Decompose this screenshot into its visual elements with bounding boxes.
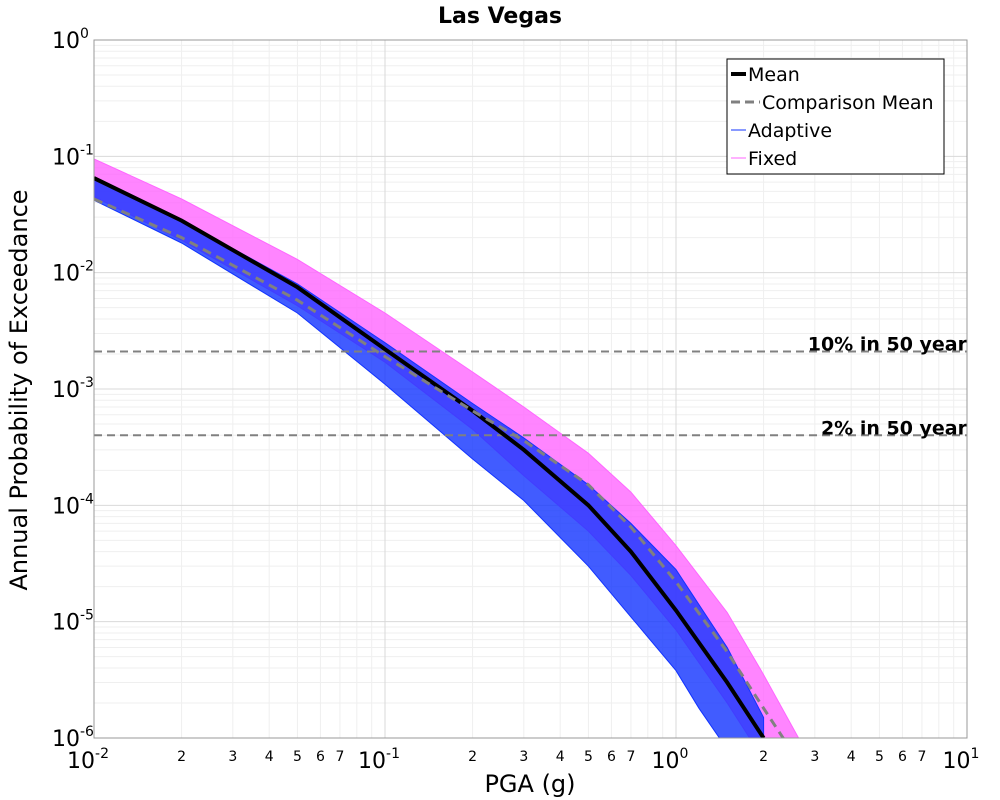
x-minor-tick-label: 7 — [335, 749, 344, 765]
reference-line-label-1: 2% in 50 year — [821, 417, 968, 439]
y-tick-label: 10-4 — [52, 491, 94, 519]
x-minor-tick-label: 7 — [626, 749, 635, 765]
plot-frame — [93, 39, 968, 739]
x-tick-label: 10-2 — [67, 746, 109, 774]
x-minor-tick-label: 6 — [316, 749, 325, 765]
legend-label-mean: Mean — [748, 64, 800, 86]
x-minor-tick-label: 7 — [917, 749, 926, 765]
x-minor-tick-label: 2 — [759, 749, 768, 765]
x-minor-tick-label: 3 — [519, 749, 528, 765]
x-tick-label: 100 — [652, 746, 689, 774]
band-adaptive — [94, 177, 765, 738]
y-tick-label: 100 — [52, 26, 89, 54]
y-tick-label: 10-6 — [52, 724, 94, 752]
y-tick-label: 10-2 — [52, 259, 94, 287]
legend-box — [726, 58, 945, 175]
x-tick-label: 101 — [943, 746, 980, 774]
series-line-mean — [94, 176, 766, 738]
series-line-comparison-mean — [94, 197, 785, 738]
y-axis-label: Annual Probability of Exceedance — [5, 189, 33, 590]
x-minor-tick-label: 3 — [810, 749, 819, 765]
legend-label-comparison-mean: Comparison Mean — [762, 92, 934, 114]
legend-label-adaptive: Adaptive — [748, 120, 832, 142]
x-minor-tick-label: 6 — [607, 749, 616, 765]
x-minor-tick-label: 3 — [228, 749, 237, 765]
x-minor-tick-label: 2 — [177, 749, 186, 765]
x-minor-tick-label: 4 — [847, 749, 856, 765]
x-minor-tick-label: 4 — [556, 749, 565, 765]
x-tick-label: 10-1 — [358, 746, 400, 774]
y-tick-label: 10-1 — [52, 142, 94, 170]
x-minor-tick-label: 5 — [293, 749, 302, 765]
legend: Mean Comparison Mean Adaptive Fixed — [726, 58, 945, 175]
y-tick-label: 10-3 — [52, 375, 94, 403]
y-tick-label: 10-5 — [52, 608, 94, 636]
x-minor-tick-label: 2 — [468, 749, 477, 765]
x-minor-tick-label: 4 — [265, 749, 274, 765]
reference-line-label-0: 10% in 50 year — [808, 334, 968, 356]
x-minor-tick-label: 6 — [898, 749, 907, 765]
x-minor-tick-label: 5 — [875, 749, 884, 765]
chart-title: Las Vegas — [438, 4, 562, 29]
x-minor-tick-label: 5 — [584, 749, 593, 765]
legend-label-fixed: Fixed — [748, 148, 797, 170]
x-axis-label: PGA (g) — [484, 770, 575, 798]
